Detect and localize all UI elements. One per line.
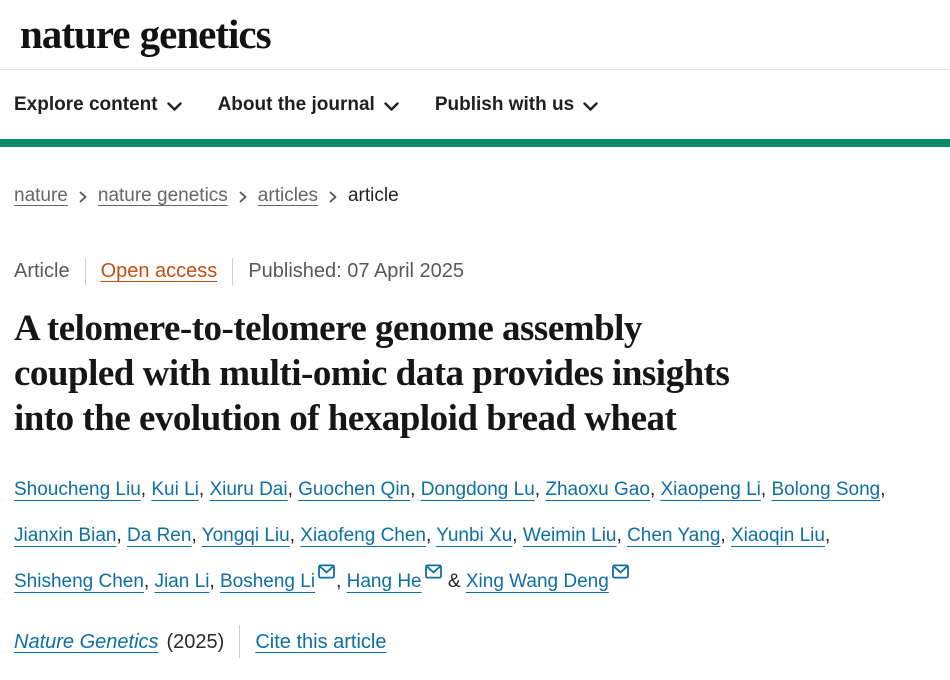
author-separator: , (649, 479, 661, 500)
author-link[interactable]: Xiaofeng Chen (300, 525, 426, 546)
chevron-down-icon (583, 101, 598, 111)
nav-label: About the journal (217, 93, 375, 115)
nav-about-the-journal[interactable]: About the journal (218, 94, 399, 116)
author-separator: , (760, 479, 772, 500)
author-link[interactable]: Xing Wang Deng (465, 571, 609, 592)
author-link[interactable]: Yunbi Xu (436, 525, 513, 546)
separator (84, 257, 86, 285)
author-link[interactable]: Zhaoxu Gao (545, 479, 650, 500)
chevron-right-icon (79, 191, 87, 203)
author-link[interactable]: Xiaoqin Liu (730, 525, 825, 546)
separator (232, 257, 234, 285)
nav-explore-content[interactable]: Explore content (14, 94, 182, 116)
title-line: coupled with multi-omic data provides in… (14, 353, 730, 394)
author-separator: , (534, 479, 546, 500)
breadcrumb-link-nature-genetics[interactable]: nature genetics (97, 185, 228, 206)
nav-label: Explore content (14, 93, 158, 115)
article-type-label: Article (14, 260, 70, 282)
author-list: Shoucheng Liu, Kui Li, Xiuru Dai, Guoche… (14, 467, 936, 605)
chevron-down-icon (384, 101, 399, 111)
author-separator: , (720, 525, 731, 546)
author-separator: , (289, 525, 301, 546)
author-link[interactable]: Yongqi Liu (201, 525, 290, 546)
breadcrumb-current: article (347, 185, 399, 206)
author-separator: , (198, 479, 210, 500)
email-icon[interactable] (318, 564, 335, 579)
author-link[interactable]: Da Ren (127, 525, 192, 546)
citation-year: (2025) (166, 630, 225, 653)
author-separator: , (143, 571, 155, 592)
article-header: nature nature genetics articles article … (0, 184, 950, 658)
chevron-down-icon (166, 101, 182, 111)
nav-publish-with-us[interactable]: Publish with us (435, 94, 598, 116)
journal-link[interactable]: Nature Genetics (14, 630, 159, 653)
author-link[interactable]: Shisheng Chen (14, 571, 144, 592)
author-separator: , (512, 525, 523, 546)
author-separator: , (140, 479, 152, 500)
nav-label: Publish with us (434, 93, 575, 115)
author-separator: , (191, 525, 202, 546)
cite-this-article-link[interactable]: Cite this article (255, 630, 387, 653)
author-separator: , (426, 525, 437, 546)
separator (239, 625, 241, 658)
author-link[interactable]: Dongdong Lu (420, 479, 535, 500)
author-link[interactable]: Jian Li (154, 571, 210, 592)
author-link[interactable]: Bosheng Li (219, 571, 316, 592)
email-icon[interactable] (424, 564, 442, 579)
author-link[interactable]: Xiuru Dai (209, 479, 288, 500)
article-title: A telomere-to-telomere genome assembly c… (14, 306, 936, 441)
author-link[interactable]: Chen Yang (627, 525, 721, 546)
chevron-right-icon (329, 191, 337, 203)
author-separator: , (824, 525, 831, 546)
author-link[interactable]: Weimin Liu (522, 525, 617, 546)
journal-logo[interactable]: nature genetics (20, 11, 272, 57)
accent-bar (0, 139, 950, 147)
chevron-right-icon (239, 191, 247, 203)
breadcrumb: nature nature genetics articles article (14, 184, 936, 208)
author-link[interactable]: Jianxin Bian (14, 525, 117, 546)
author-separator-ampersand: & (442, 571, 466, 592)
breadcrumb-link-articles[interactable]: articles (257, 185, 318, 206)
author-separator: , (209, 571, 220, 592)
masthead: nature genetics (0, 0, 950, 70)
author-link[interactable]: Kui Li (151, 479, 199, 500)
citation-row: Nature Genetics (2025) Cite this article (14, 625, 936, 658)
author-separator: , (116, 525, 128, 546)
author-link[interactable]: Bolong Song (771, 479, 881, 500)
main-nav: Explore content About the journal Publis… (0, 70, 950, 139)
open-access-link[interactable]: Open access (100, 260, 218, 282)
author-separator: , (410, 479, 421, 500)
published-date: Published: 07 April 2025 (248, 260, 465, 282)
email-icon[interactable] (611, 564, 629, 579)
author-link[interactable]: Shoucheng Liu (14, 479, 141, 500)
breadcrumb-link-nature[interactable]: nature (14, 185, 68, 206)
author-link[interactable]: Hang He (346, 571, 422, 592)
site-header: nature genetics Explore content About th… (0, 0, 950, 147)
author-separator: , (880, 479, 886, 500)
title-line: into the evolution of hexaploid bread wh… (14, 398, 677, 439)
title-line: A telomere-to-telomere genome assembly (14, 308, 642, 349)
article-meta: Article Open access Published: 07 April … (14, 257, 936, 285)
author-separator: , (336, 571, 347, 592)
author-separator: , (287, 479, 299, 500)
author-separator: , (616, 525, 628, 546)
author-link[interactable]: Xiaopeng Li (660, 479, 761, 500)
author-link[interactable]: Guochen Qin (298, 479, 411, 500)
